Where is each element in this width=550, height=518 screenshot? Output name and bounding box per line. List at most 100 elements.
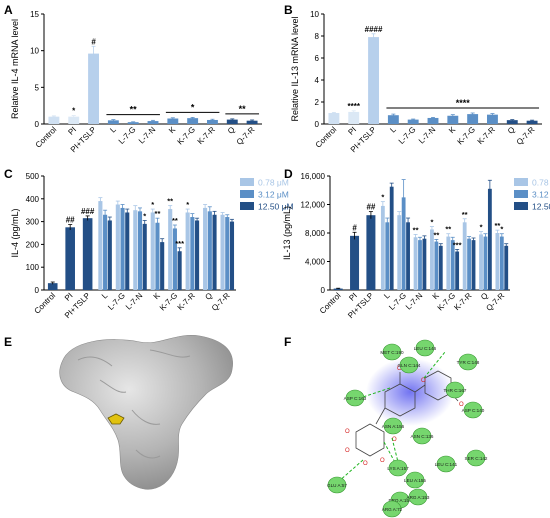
significance-mark: * (72, 107, 76, 116)
x-tick-label: L-7-G (397, 125, 418, 146)
x-tick-label: K (447, 125, 458, 136)
x-tick-label: K (431, 291, 442, 302)
y-tick-label: 2 (315, 98, 320, 107)
bar (115, 204, 120, 290)
legend-label: 12.50 μM (258, 202, 294, 212)
significance-mark: * (500, 225, 503, 234)
bar (467, 114, 479, 124)
significance-mark: ** (462, 210, 468, 219)
bar (168, 209, 173, 290)
residue-label: ARG A:72 (382, 507, 403, 512)
residue-label: PRO A:154 (389, 498, 412, 503)
y-tick-label: 0 (315, 120, 320, 129)
residue-label: LEU C:141 (435, 462, 458, 467)
x-tick-label: L (108, 125, 118, 135)
bar (220, 214, 225, 290)
bar (68, 116, 80, 124)
bar (133, 210, 138, 290)
bar (225, 217, 230, 290)
bar (389, 186, 394, 290)
legend-swatch (514, 178, 528, 186)
significance-mark: ** (172, 216, 178, 225)
hydrophobic-contact-region (366, 358, 454, 426)
bar (504, 245, 509, 290)
x-tick-label: Q-7-R (484, 291, 506, 313)
bar (155, 222, 160, 290)
bar (387, 115, 399, 124)
x-tick-label: K-7-G (158, 291, 179, 312)
x-tick-label: L-7-G (117, 125, 138, 146)
panel-label-e: E (4, 335, 12, 349)
x-tick-label: L-7-N (417, 125, 438, 146)
bar (207, 119, 218, 124)
significance-mark: # (91, 37, 96, 46)
bar (127, 122, 139, 124)
significance-mark: ** (413, 225, 419, 234)
bar (142, 223, 147, 290)
legend-swatch (514, 202, 528, 210)
svg-text:O: O (345, 448, 350, 454)
bar (187, 118, 199, 124)
residue-label: MET C:190 (380, 350, 404, 355)
svg-text:O: O (459, 402, 464, 408)
residue-label: ASP C:163 (344, 396, 367, 401)
legend-swatch (514, 190, 528, 198)
bar (397, 215, 402, 290)
residue-label: LEU C:146 (414, 346, 437, 351)
significance-label: **** (456, 98, 471, 108)
bar-control (47, 283, 58, 290)
residue-node (458, 353, 478, 371)
significance-mark: *** (453, 240, 462, 249)
residue-node (388, 459, 408, 477)
bar (427, 117, 439, 124)
bar (98, 201, 103, 290)
bar (471, 240, 476, 290)
svg-text:O: O (421, 378, 426, 384)
bar (406, 222, 410, 290)
bar (195, 220, 200, 290)
bar (107, 220, 112, 290)
x-tick-label: Q (203, 291, 214, 302)
residue-label: ARG A:153 (407, 495, 430, 500)
residue-node (405, 471, 425, 489)
x-tick-label: PI (66, 125, 78, 137)
significance-label: ** (239, 104, 247, 114)
significance-mark: ** (433, 230, 439, 239)
residue-list: MET C:190 LEU C:146 GLN C:144 TYR C:148 THR … (327, 339, 488, 518)
significance-mark: ** (167, 197, 173, 206)
y-tick-label: 8 (315, 32, 320, 41)
legend-label: 3.12 μM (532, 190, 550, 200)
x-tick-label: K-7-G (456, 125, 477, 146)
significance-mark: # (352, 223, 357, 232)
x-tick-label: L (382, 291, 392, 301)
residue-label: ASN A:156 (382, 424, 405, 429)
y-tick-label: 8,000 (305, 229, 326, 238)
residue-node (345, 389, 365, 407)
bar (422, 238, 427, 290)
svg-text:O: O (392, 437, 397, 443)
legend-label: 12.50 μM (532, 202, 550, 212)
bar (462, 222, 467, 290)
residue-node (415, 339, 435, 357)
y-tick-label: 0 (35, 120, 40, 129)
bar (506, 120, 518, 124)
x-tick-label: L (100, 291, 110, 301)
y-tick-label: 4,000 (305, 258, 326, 267)
bar (368, 37, 379, 124)
significance-mark: ** (155, 209, 161, 218)
bar (147, 121, 159, 124)
bar (120, 207, 125, 290)
bar (348, 111, 360, 124)
bar (125, 212, 130, 290)
legend-label: 0.78 μM (532, 178, 550, 188)
y-tick-label: 500 (26, 172, 40, 181)
y-tick-label: 10 (310, 10, 319, 19)
x-tick-label: K (152, 291, 163, 302)
bar (212, 214, 217, 290)
x-tick-label: Q (226, 125, 237, 136)
significance-label: * (191, 102, 195, 112)
bar (487, 114, 498, 124)
x-tick-label: L-7-G (106, 291, 127, 312)
